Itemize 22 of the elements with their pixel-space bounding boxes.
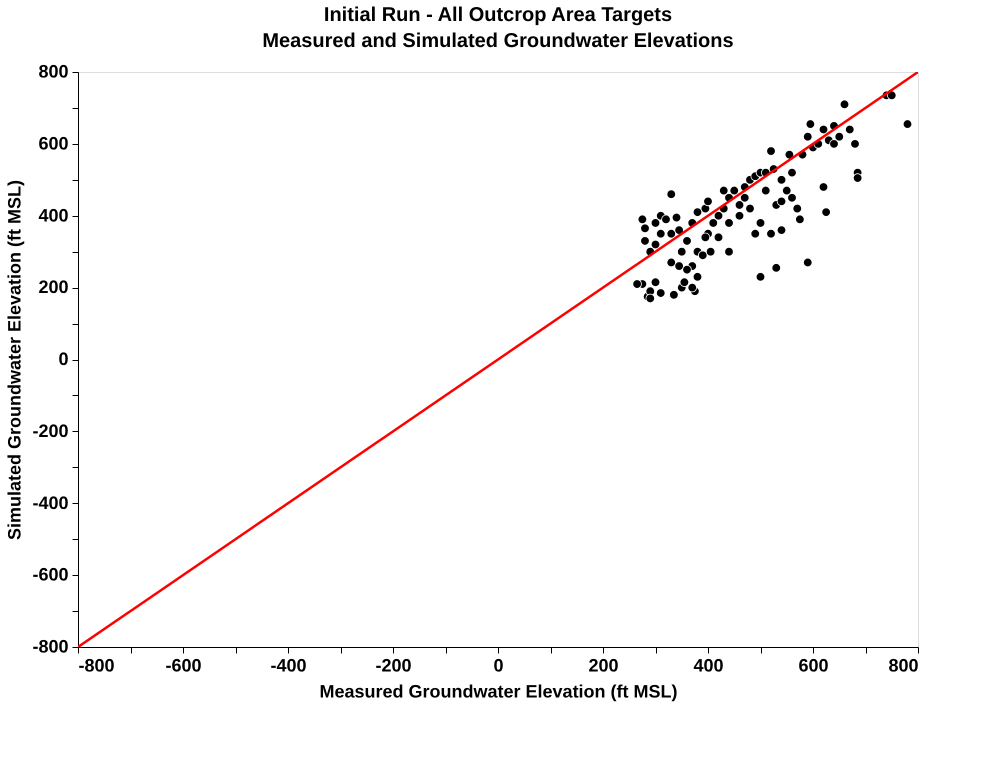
y-axis-title: Simulated Groundwater Elevation (ft MSL) xyxy=(4,180,24,540)
chart-title: Initial Run - All Outcrop Area Targets xyxy=(324,4,672,26)
y-tick-label: 400 xyxy=(38,205,68,226)
chart-subtitle: Measured and Simulated Groundwater Elevations xyxy=(262,30,734,52)
y-tick-label: -600 xyxy=(32,564,68,585)
y-tick-label: -200 xyxy=(32,420,68,441)
y-tick-label: -800 xyxy=(32,636,68,656)
y-tick-label: 200 xyxy=(38,277,68,298)
y-tick-label: 800 xyxy=(38,62,68,82)
x-tick-label: 800 xyxy=(888,656,918,676)
x-tick-label: 0 xyxy=(493,656,504,676)
y-tick-label: 600 xyxy=(38,133,68,154)
x-axis-title: Measured Groundwater Elevation (ft MSL) xyxy=(319,682,678,702)
x-tick-label: 200 xyxy=(588,656,619,676)
x-tick-label: -400 xyxy=(270,656,307,676)
x-tick-label: 400 xyxy=(693,656,724,676)
x-tick-label: -600 xyxy=(165,656,202,676)
x-tick-label: 600 xyxy=(798,656,829,676)
y-tick-label: -400 xyxy=(32,492,68,513)
x-tick-label: -800 xyxy=(78,656,115,676)
x-tick-label: -200 xyxy=(375,656,412,676)
y-tick-label: 0 xyxy=(58,349,68,369)
